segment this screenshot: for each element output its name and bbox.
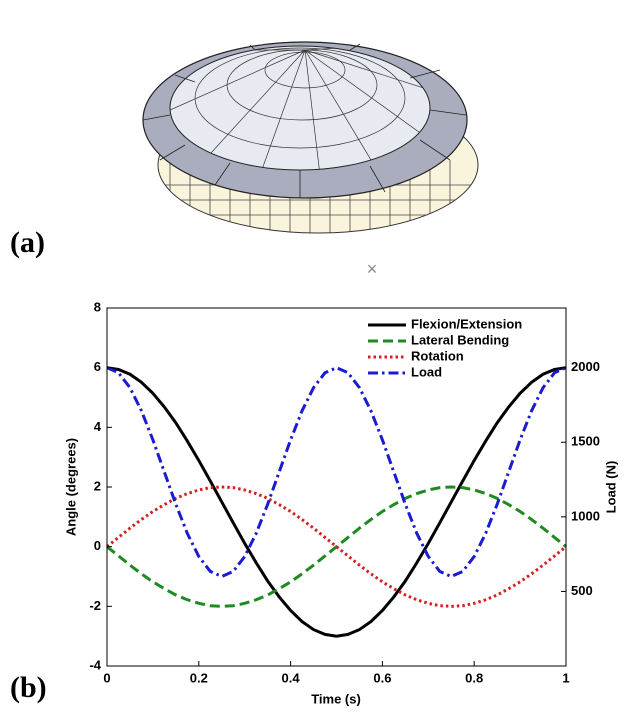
x-tick-label: 0.8: [465, 670, 483, 685]
legend-label: Lateral Bending: [411, 332, 509, 347]
legend-label: Rotation: [411, 348, 464, 363]
x-tick-label: 0.2: [190, 670, 208, 685]
x-axis-label: Time (s): [311, 691, 361, 706]
plot-frame: [107, 308, 566, 666]
mesh-illustration: [143, 42, 490, 240]
x-tick-label: 0.4: [282, 670, 301, 685]
figure: (a) × (b) Time (s) Angle (degrees) Load …: [0, 0, 624, 708]
close-icon[interactable]: ×: [367, 259, 378, 279]
y-tick-label: 2: [94, 478, 101, 493]
legend-label: Load: [411, 364, 442, 379]
y-tick-label: 8: [94, 299, 101, 314]
y-tick-label: 0: [94, 538, 101, 553]
x-tick-label: 0: [103, 670, 110, 685]
y-tick-label: 4: [94, 419, 102, 434]
x-tick-label: 0.6: [373, 670, 391, 685]
y2-axis-label: Load (N): [603, 461, 618, 514]
y-tick-label: -2: [89, 598, 101, 613]
y-tick-label: 6: [94, 359, 101, 374]
x-tick-label: 1: [562, 670, 569, 685]
panel-label: (b): [10, 671, 47, 704]
y2-tick-label: 2000: [571, 359, 600, 374]
y2-tick-label: 1500: [571, 434, 600, 449]
y2-tick-label: 1000: [571, 508, 600, 523]
panel-label: (a): [10, 226, 45, 259]
y-axis-label: Angle (degrees): [63, 438, 78, 536]
y-tick-label: -4: [89, 657, 101, 672]
y2-tick-label: 500: [571, 583, 593, 598]
legend-label: Flexion/Extension: [411, 316, 522, 331]
